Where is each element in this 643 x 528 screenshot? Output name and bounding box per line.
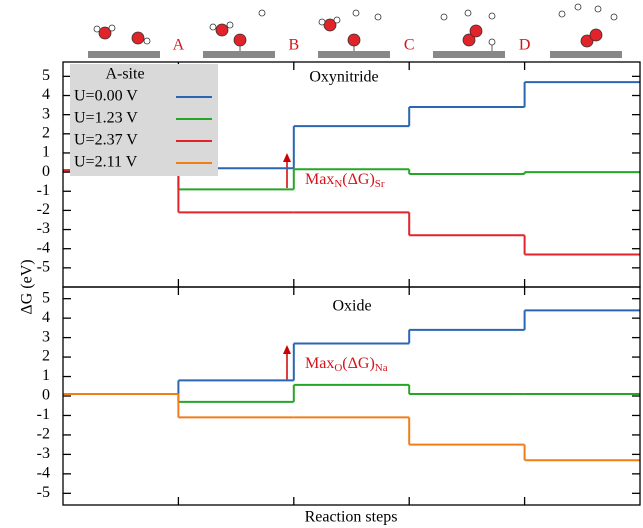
y-axis-label: ΔG (eV) — [19, 259, 36, 314]
adsorbate-icons — [88, 3, 622, 58]
y-tick-label: -2 — [37, 201, 50, 218]
y-tick-label: -3 — [37, 445, 50, 462]
y-tick-label: -5 — [37, 484, 50, 501]
y-tick-label: -3 — [37, 220, 50, 237]
y-tick-label: -2 — [37, 426, 50, 443]
y-tick-label: 3 — [42, 328, 50, 345]
legend-label: U=0.00 V — [74, 88, 138, 105]
y-tick-label: 0 — [42, 387, 50, 404]
y-tick-label: 1 — [42, 367, 50, 384]
y-tick-label: 2 — [42, 124, 50, 141]
y-tick-label: -4 — [37, 239, 50, 256]
arrows — [283, 153, 291, 380]
y-tick-label: 5 — [42, 289, 50, 306]
legend-label: U=1.23 V — [74, 110, 138, 127]
y-tick-label: -1 — [37, 406, 50, 423]
legend-title: A-site — [105, 66, 144, 83]
panel-title: Oxynitride — [309, 69, 378, 86]
legend-label: U=2.37 V — [74, 132, 138, 149]
panel-title: Oxide — [332, 298, 371, 315]
legend-label: U=2.11 V — [74, 154, 138, 171]
y-tick-label: -1 — [37, 182, 50, 199]
annotation: MaxO(ΔG)Na — [305, 355, 388, 374]
x-axis-label: Reaction steps — [305, 509, 398, 526]
legend: A-site U=0.00 V U=1.23 V U=2.37 V U=2.11 V — [70, 64, 218, 176]
y-tick-label: -4 — [37, 465, 50, 482]
plot-frame — [62, 286, 641, 506]
step-label: A — [173, 37, 185, 54]
y-tick-label: 4 — [42, 86, 50, 103]
y-tick-label: 2 — [42, 348, 50, 365]
y-tick-label: 1 — [42, 144, 50, 161]
y-tick-label: -5 — [37, 259, 50, 276]
y-tick-label: 4 — [42, 309, 50, 326]
step-label: C — [404, 37, 415, 54]
y-tick-label: 3 — [42, 105, 50, 122]
y-tick-label: 5 — [42, 67, 50, 84]
step-label: D — [519, 37, 531, 54]
annotation: MaxN(ΔG)Sr — [305, 171, 385, 190]
y-tick-label: 0 — [42, 163, 50, 180]
step-label: B — [288, 37, 299, 54]
